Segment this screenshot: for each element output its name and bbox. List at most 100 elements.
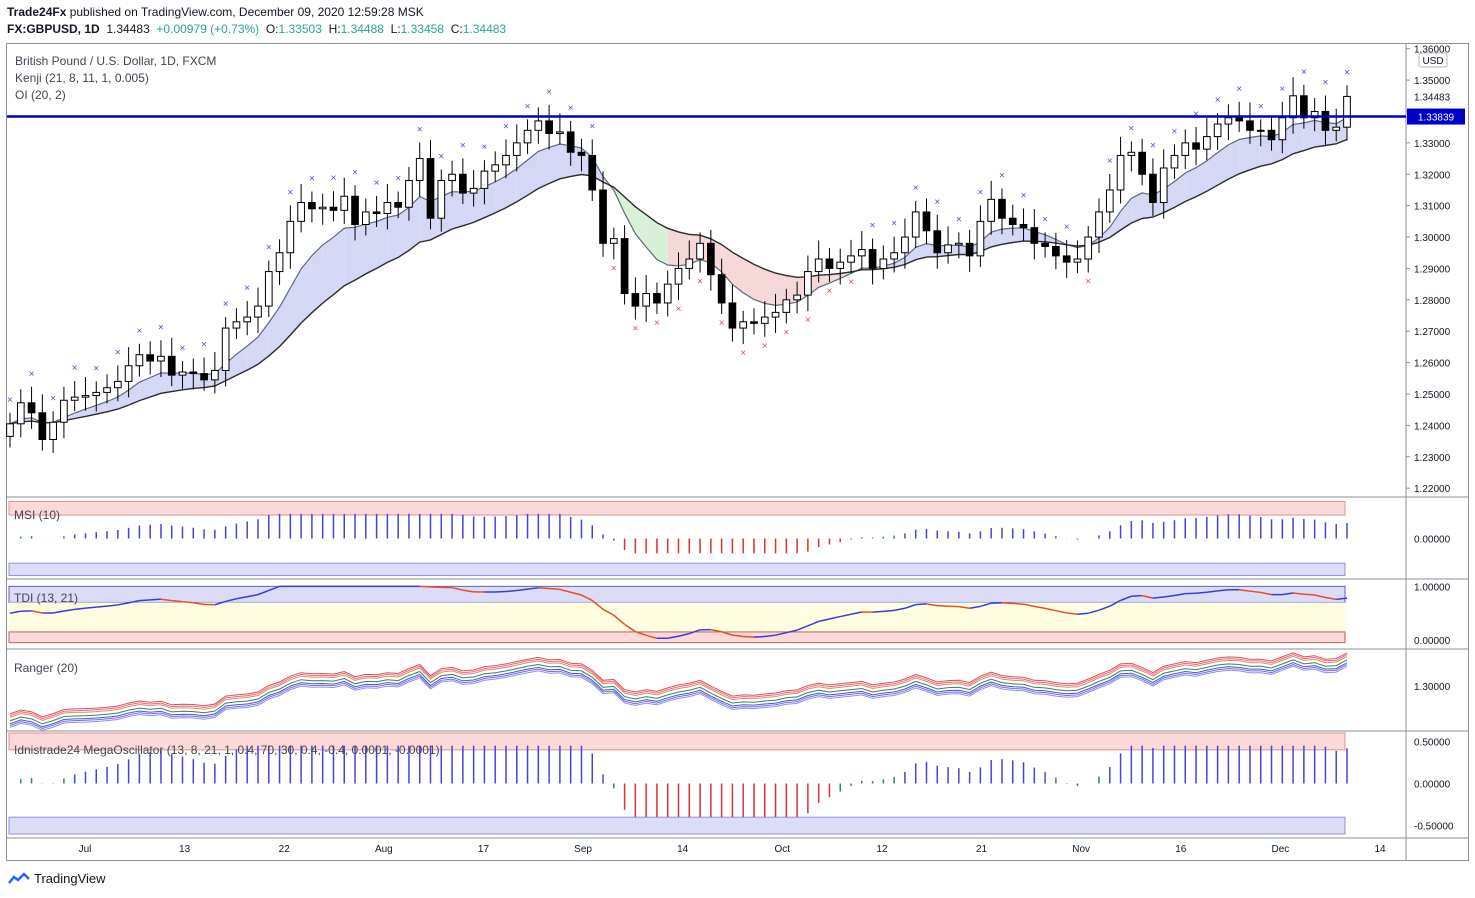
candle <box>857 249 866 257</box>
kenji-band <box>991 229 1002 247</box>
candle <box>1116 154 1125 191</box>
price-change: +0.00979 (+0.73%) <box>156 22 260 36</box>
candle <box>1062 255 1071 263</box>
candle <box>1235 117 1244 122</box>
kenji-band <box>1131 192 1143 223</box>
kenji-band <box>1185 167 1197 202</box>
oi-legend[interactable]: OI (20, 2) <box>15 88 66 102</box>
candle <box>329 206 338 211</box>
signal-marker: × <box>395 174 401 185</box>
kenji-band <box>1228 139 1240 180</box>
symbol-label[interactable]: FX:GBPUSD, 1D <box>7 22 100 36</box>
tradingview-logo-icon <box>8 871 30 884</box>
tdi-line <box>106 604 118 607</box>
candle <box>1224 117 1233 125</box>
footer-brand[interactable]: TradingView <box>34 871 106 886</box>
tdi-line <box>710 628 722 633</box>
tdi-line <box>645 634 658 640</box>
signal-marker: × <box>460 140 466 151</box>
candle <box>556 131 564 134</box>
signal-marker: × <box>331 173 337 184</box>
tdi-middle-zone <box>9 602 1345 632</box>
tdi-line <box>31 610 43 614</box>
tdi-line <box>937 604 949 607</box>
price-tick-label: 1.25000 <box>1414 390 1451 401</box>
candle <box>965 242 974 257</box>
candle <box>1213 123 1222 138</box>
horizontal-level-label: 1.33839 <box>1418 113 1455 124</box>
kenji-band <box>743 258 754 300</box>
tdi-line <box>1239 589 1251 592</box>
tdi-line <box>807 620 819 627</box>
publish-info: published on TradingView.com, December 0… <box>66 5 424 19</box>
ranger-legend[interactable]: Ranger (20) <box>14 661 79 675</box>
tdi-line <box>139 599 151 602</box>
price-tick-label: 1.32000 <box>1414 170 1451 181</box>
currency-box <box>1418 52 1448 68</box>
mega-legend[interactable]: Idnistrade24 MegaOscillator (13, 8, 21, … <box>14 743 440 757</box>
tdi-line <box>1012 602 1024 605</box>
candle <box>286 220 295 254</box>
candle <box>49 421 57 441</box>
price-tick-label: 1.24000 <box>1414 421 1451 432</box>
tdi-line <box>117 602 129 606</box>
candle <box>405 180 413 208</box>
signal-marker: × <box>93 363 99 374</box>
candle <box>879 258 888 269</box>
time-tick-label: 14 <box>677 844 689 855</box>
candle <box>750 321 758 324</box>
chart-frame[interactable] <box>6 43 1469 861</box>
time-tick-label: Nov <box>1072 844 1090 855</box>
tdi-line <box>1023 603 1035 608</box>
candle <box>1246 120 1254 131</box>
tdi-line <box>678 632 690 637</box>
close-label: C: <box>450 22 463 36</box>
candle <box>124 365 133 382</box>
kenji-legend[interactable]: Kenji (21, 8, 11, 1, 0.005) <box>15 71 149 85</box>
signal-marker: × <box>266 243 272 254</box>
tdi-legend[interactable]: TDI (13, 21) <box>14 591 79 605</box>
tdi-line <box>462 589 474 593</box>
candle <box>1105 189 1114 213</box>
tdi-line <box>96 605 108 608</box>
kenji-band <box>646 214 657 260</box>
msi-legend[interactable]: MSI (10) <box>14 508 61 522</box>
signal-marker: × <box>568 103 574 114</box>
candle <box>60 399 68 423</box>
signal-marker: × <box>805 315 811 326</box>
tdi-line <box>225 598 237 603</box>
candle <box>836 261 845 269</box>
tdi-line <box>570 591 582 596</box>
footer: TradingView <box>8 871 106 886</box>
kenji-band <box>85 405 97 417</box>
signal-marker: × <box>7 395 13 406</box>
msi-upper-zone <box>8 500 1346 516</box>
candle <box>609 238 618 244</box>
candle <box>469 187 478 194</box>
tdi-line <box>1098 605 1111 611</box>
candle <box>804 271 812 296</box>
instrument-legend[interactable]: British Pound / U.S. Dollar, 1D, FXCM <box>15 54 217 68</box>
signal-marker: × <box>783 327 789 338</box>
tdi-line <box>268 585 280 592</box>
tdi-line <box>829 615 841 620</box>
tdi-line <box>969 605 981 609</box>
kenji-band <box>1303 120 1315 151</box>
signal-marker: × <box>1085 277 1091 288</box>
time-tick-label: Jul <box>79 844 92 855</box>
signal-marker: × <box>977 187 983 198</box>
signal-marker: × <box>1172 126 1178 137</box>
candle <box>275 252 284 273</box>
tdi-line <box>667 635 679 639</box>
tdi-line <box>1282 592 1294 596</box>
candle <box>825 258 834 269</box>
signal-marker: × <box>1021 190 1027 201</box>
signal-marker: × <box>1042 214 1048 225</box>
candle <box>1019 223 1028 229</box>
candle <box>254 305 262 318</box>
candle <box>685 258 694 269</box>
publisher-name[interactable]: Trade24Fx <box>7 5 67 19</box>
candle <box>1267 129 1276 141</box>
tdi-line <box>624 623 636 633</box>
